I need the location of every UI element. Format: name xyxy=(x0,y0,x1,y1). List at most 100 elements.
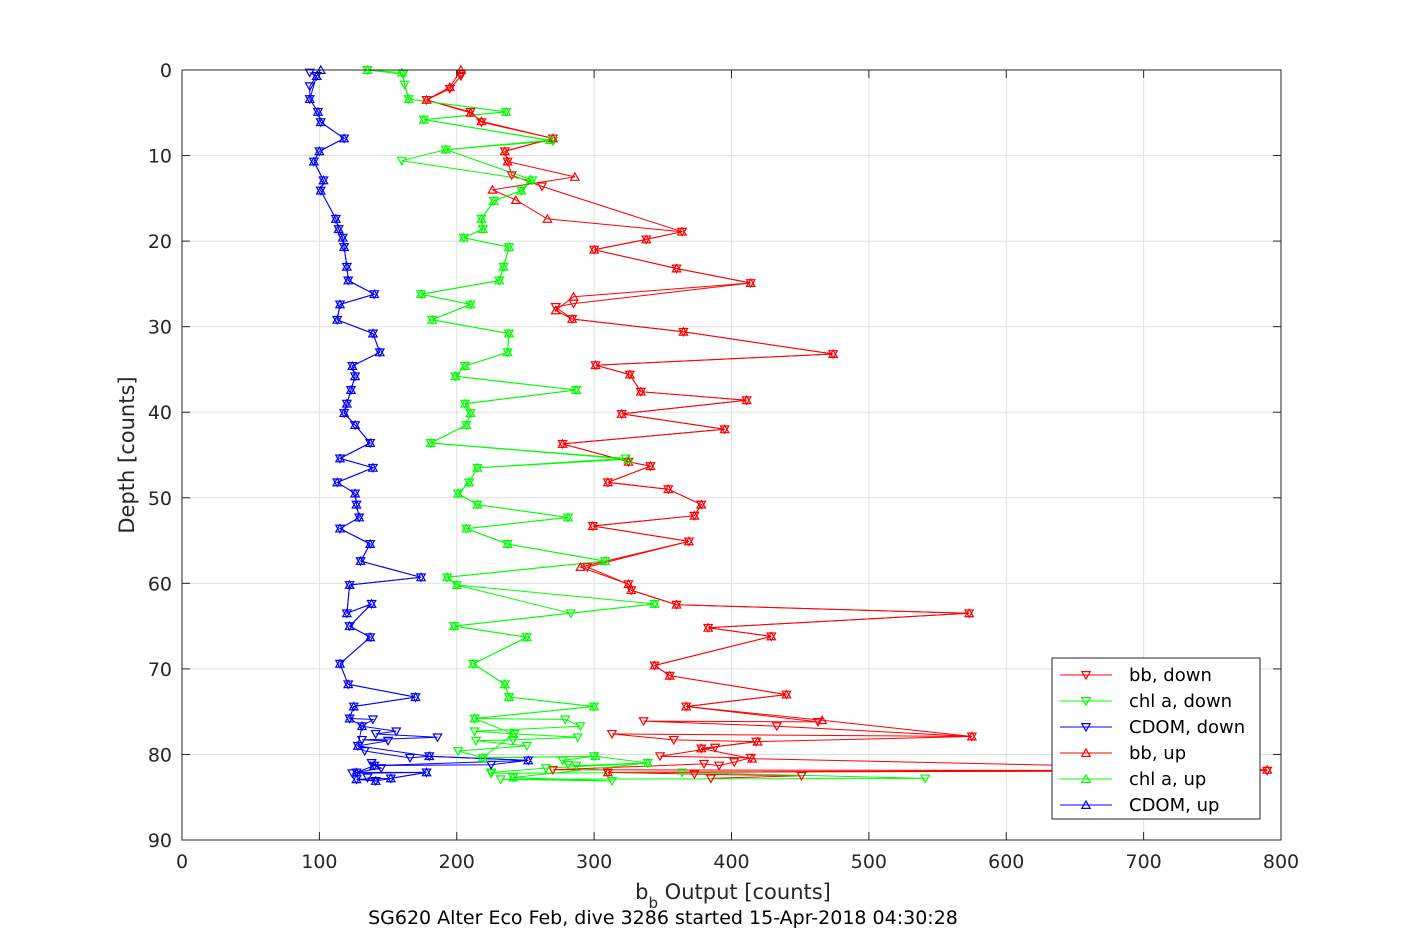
data-point-chl-a-down xyxy=(495,775,506,785)
data-point-chl-a-down xyxy=(540,764,552,774)
legend-marker-bb-up xyxy=(1080,747,1092,757)
legend-entry-bb-down: bb, down xyxy=(1129,665,1212,686)
data-point-chl-a-up xyxy=(451,579,462,590)
data-point-chl-a-up xyxy=(459,398,471,408)
data-point-bb-up xyxy=(676,226,688,236)
data-point-cdom-up xyxy=(367,462,379,472)
data-point-cdom-up xyxy=(349,419,361,430)
data-point-bb-up xyxy=(752,736,763,746)
legend-box xyxy=(1051,657,1261,820)
data-point-cdom-up xyxy=(342,679,354,689)
data-point-bb-down xyxy=(444,84,456,95)
x-tick-label: 800 xyxy=(1263,851,1299,873)
data-point-cdom-up xyxy=(352,740,364,750)
data-point-chl-a-up xyxy=(500,106,512,116)
y-tick-label: 90 xyxy=(148,830,172,852)
data-point-chl-a-up xyxy=(440,144,451,154)
data-point-cdom-up xyxy=(366,598,377,608)
data-point-cdom-down xyxy=(359,747,370,757)
data-point-chl-a-up xyxy=(426,314,438,324)
data-point-cdom-down xyxy=(356,735,368,746)
x-axis-label-subscript: b xyxy=(648,894,658,912)
data-point-bb-up xyxy=(689,510,700,520)
data-point-cdom-up xyxy=(318,175,329,185)
series-line-bb-up xyxy=(425,69,1268,773)
data-point-bb-up xyxy=(649,660,660,670)
data-point-bb-up xyxy=(745,277,756,287)
data-point-bb-up xyxy=(550,305,561,315)
data-point-chl-a-up xyxy=(418,114,430,124)
data-point-bb-down xyxy=(638,717,649,727)
data-point-chl-a-down xyxy=(562,760,574,770)
data-point-chl-a-up xyxy=(525,174,537,184)
legend-marker-cdom-up xyxy=(1080,799,1092,809)
data-point-chl-a-down xyxy=(507,735,519,746)
data-point-chl-a-up xyxy=(623,454,634,464)
data-point-bb-up xyxy=(623,456,634,466)
data-point-bb-up xyxy=(557,438,568,448)
legend-marker-bb-down xyxy=(1080,671,1092,681)
data-point-cdom-down xyxy=(485,760,497,770)
data-point-bb-up xyxy=(625,584,637,595)
data-point-chl-a-down xyxy=(509,729,520,740)
data-point-bb-down xyxy=(547,765,559,776)
data-point-chl-a-up xyxy=(425,437,436,447)
data-point-cdom-down xyxy=(304,68,315,78)
x-tick-label: 600 xyxy=(988,851,1024,873)
data-point-bb-up xyxy=(1262,764,1273,774)
data-point-cdom-up xyxy=(330,213,342,223)
data-point-cdom-up xyxy=(349,488,361,498)
legend-marker-chl-a-down xyxy=(1080,697,1092,707)
data-point-chl-a-up xyxy=(498,261,509,271)
data-point-bb-up xyxy=(664,670,675,680)
data-point-chl-a-up xyxy=(459,360,471,370)
data-point-cdom-up xyxy=(338,407,350,418)
data-point-cdom-up xyxy=(341,398,353,408)
legend-entry-chl-a-up: chl a, up xyxy=(1129,769,1206,790)
data-point-chl-a-down xyxy=(919,774,931,784)
y-tick-label: 60 xyxy=(148,573,172,595)
data-point-chl-a-up xyxy=(465,299,476,309)
data-point-cdom-up xyxy=(374,347,386,357)
legend-entry-chl-a-down: chl a, down xyxy=(1129,691,1232,712)
data-point-bb-down xyxy=(550,303,561,313)
data-point-cdom-up xyxy=(364,437,376,447)
data-point-cdom-up xyxy=(351,499,362,509)
data-point-bb-up xyxy=(499,146,511,156)
data-point-bb-down xyxy=(709,743,721,753)
data-point-chl-a-up xyxy=(571,384,582,394)
data-point-chl-a-up xyxy=(477,752,489,762)
x-tick-label: 700 xyxy=(1125,851,1161,873)
data-point-cdom-down xyxy=(375,764,387,774)
data-point-chl-a-up xyxy=(507,728,519,738)
data-point-chl-a-up xyxy=(488,195,500,205)
data-point-bb-up xyxy=(781,689,792,699)
data-point-cdom-up xyxy=(410,691,421,702)
data-point-bb-up xyxy=(741,395,752,405)
y-tick-label: 0 xyxy=(160,60,172,82)
data-point-chl-a-up xyxy=(544,134,556,145)
data-point-chl-a-up xyxy=(599,555,611,566)
data-point-cdom-up xyxy=(331,314,343,324)
data-point-cdom-up xyxy=(315,185,326,195)
data-point-bb-up xyxy=(510,194,522,205)
data-point-cdom-up xyxy=(315,116,326,127)
data-point-cdom-up xyxy=(348,701,359,711)
data-point-bb-up xyxy=(671,263,682,273)
data-point-chl-a-up xyxy=(503,691,515,702)
data-point-bb-down xyxy=(654,752,666,762)
data-point-bb-down xyxy=(1262,766,1273,776)
data-point-bb-down xyxy=(750,737,762,747)
data-point-chl-a-down xyxy=(572,733,583,743)
data-point-bb-down xyxy=(705,774,717,784)
data-point-chl-a-up xyxy=(590,750,601,761)
series-line-cdom-up xyxy=(309,69,529,782)
y-tick-label: 50 xyxy=(148,488,172,510)
data-point-cdom-up xyxy=(369,760,380,770)
data-point-bb-down xyxy=(582,563,593,573)
data-point-chl-a-up xyxy=(469,713,480,723)
y-tick-label: 70 xyxy=(148,659,172,681)
legend: bb, down chl a, down CDOM, down bb, up chl a… xyxy=(1051,657,1261,820)
data-point-cdom-down xyxy=(382,736,394,746)
data-point-bb-up xyxy=(816,715,828,725)
